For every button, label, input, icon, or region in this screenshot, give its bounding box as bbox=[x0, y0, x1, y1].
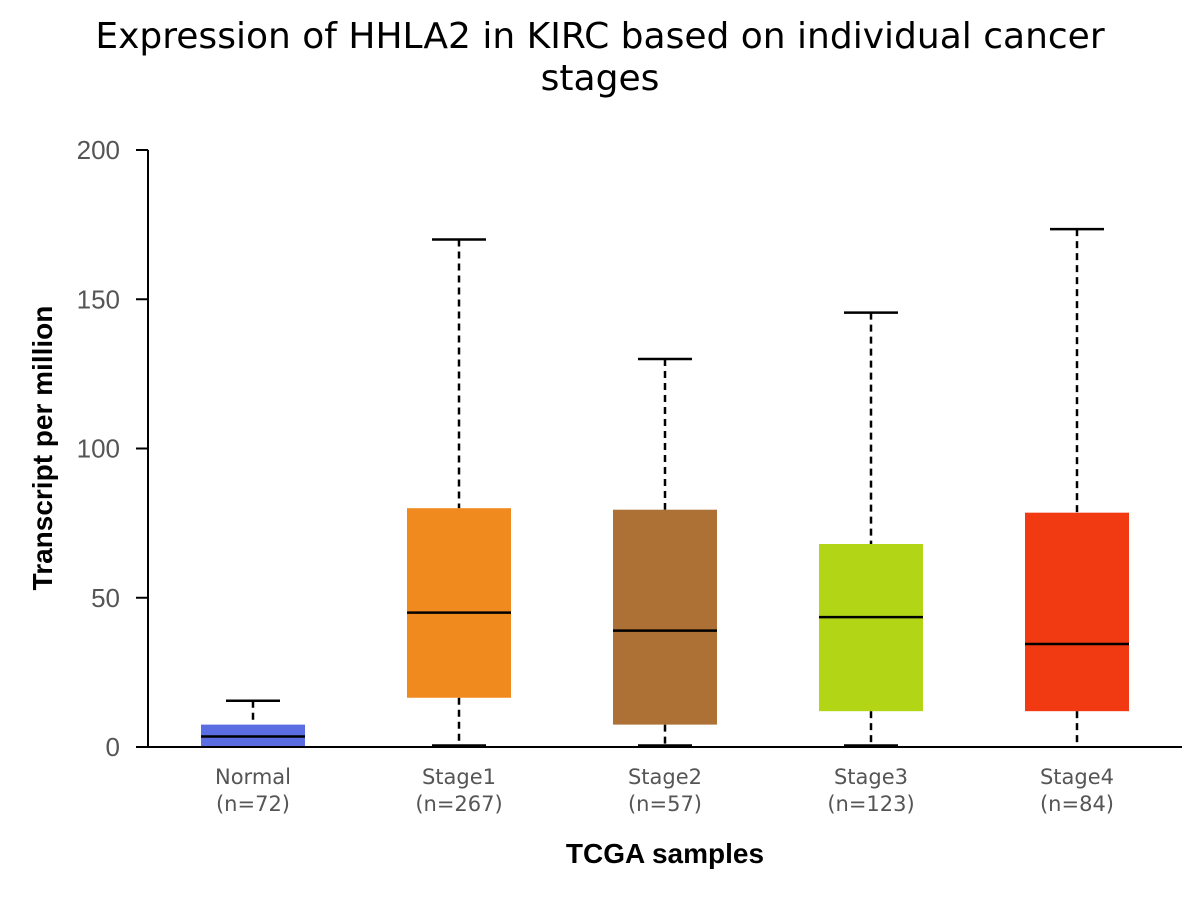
x-category-count: (n=123) bbox=[827, 792, 914, 816]
x-category-label: Stage4 bbox=[1040, 765, 1114, 789]
y-axis-label: Transcript per million bbox=[27, 306, 58, 591]
box-stage1 bbox=[407, 238, 511, 747]
y-tick-label: 0 bbox=[106, 732, 120, 762]
iqr-box bbox=[819, 544, 923, 712]
y-tick-label: 150 bbox=[77, 284, 120, 314]
x-axis-label: TCGA samples bbox=[566, 838, 764, 869]
y-tick-label: 200 bbox=[77, 135, 120, 165]
x-category-count: (n=72) bbox=[216, 792, 290, 816]
box-stage3 bbox=[819, 311, 923, 747]
x-category-count: (n=267) bbox=[415, 792, 502, 816]
x-category-label: Stage1 bbox=[422, 765, 496, 789]
iqr-box bbox=[1025, 512, 1129, 712]
x-category-count: (n=57) bbox=[628, 792, 702, 816]
y-tick-label: 50 bbox=[91, 583, 120, 613]
x-category-label: Stage3 bbox=[834, 765, 908, 789]
x-axis-labels: Normal (n=72) Stage1 (n=267) Stage2 (n=57) Sta… bbox=[215, 765, 1114, 816]
box-stage2 bbox=[613, 357, 717, 747]
y-tick-label: 100 bbox=[77, 434, 120, 464]
y-axis-ticks: 0 50 100 150 200 bbox=[77, 135, 148, 762]
box-normal bbox=[201, 699, 305, 747]
chart-title-line-1: Expression of HHLA2 in KIRC based on ind… bbox=[95, 16, 1104, 57]
iqr-box bbox=[407, 508, 511, 698]
iqr-box bbox=[613, 509, 717, 725]
x-category-label: Stage2 bbox=[628, 765, 702, 789]
box-stage4 bbox=[1025, 227, 1129, 747]
x-category-label: Normal bbox=[215, 765, 291, 789]
x-category-count: (n=84) bbox=[1040, 792, 1114, 816]
plot-area bbox=[201, 227, 1129, 747]
chart-title-line-2: stages bbox=[541, 58, 660, 99]
